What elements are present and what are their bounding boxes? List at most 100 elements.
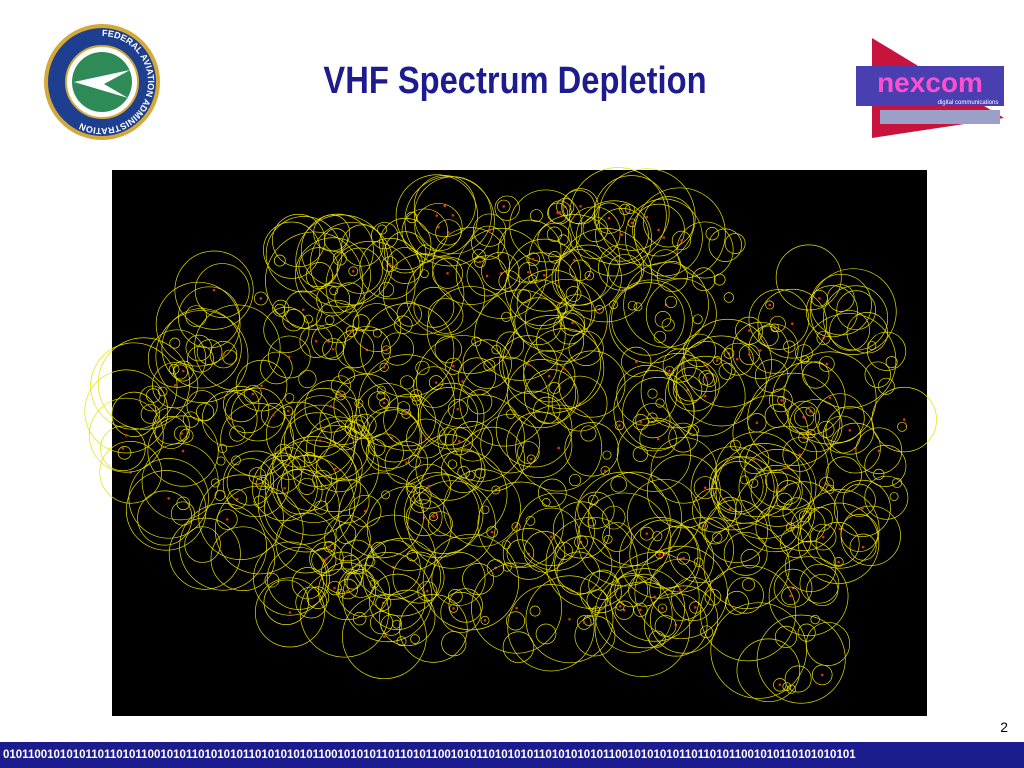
site-dot <box>679 588 682 591</box>
coverage-circle <box>557 227 653 323</box>
coverage-circle <box>428 511 439 522</box>
site-dot <box>704 376 708 380</box>
coverage-circle <box>580 425 597 442</box>
coverage-circle <box>395 174 478 257</box>
site-dot <box>547 374 551 378</box>
coverage-circle <box>718 362 736 380</box>
coverage-circle <box>557 294 596 332</box>
coverage-circle <box>515 404 603 492</box>
coverage-circle <box>282 309 305 332</box>
coverage-circle <box>265 216 343 293</box>
coverage-circle <box>864 444 907 487</box>
coverage-circle <box>344 571 362 590</box>
coverage-circle <box>227 489 248 510</box>
coverage-circle <box>574 535 588 549</box>
site-dot <box>435 513 439 517</box>
coverage-circle <box>607 254 643 289</box>
coverage-circle <box>885 356 898 369</box>
coverage-circle <box>562 188 599 225</box>
coverage-circle <box>314 500 329 515</box>
site-dot <box>121 447 125 450</box>
coverage-circle <box>406 550 418 562</box>
coverage-circle <box>825 484 835 494</box>
coverage-circle <box>536 316 585 365</box>
site-dot <box>755 421 759 425</box>
coverage-circle <box>157 386 168 397</box>
coverage-circle <box>654 311 672 328</box>
coverage-circle <box>616 417 691 492</box>
site-dot <box>668 369 671 373</box>
coverage-circle <box>506 358 577 429</box>
coverage-circle <box>675 335 767 427</box>
coverage-circle <box>443 469 521 547</box>
coverage-circle <box>491 344 502 355</box>
site-dot <box>125 433 128 437</box>
site-dot <box>286 409 290 413</box>
coverage-circle <box>867 340 877 350</box>
coverage-circle <box>381 256 398 272</box>
coverage-circle <box>273 254 286 267</box>
site-dot <box>694 606 697 609</box>
coverage-circle <box>569 167 667 265</box>
site-dot <box>488 228 491 232</box>
coverage-circle <box>336 247 383 294</box>
coverage-circle <box>498 270 520 292</box>
coverage-circle <box>594 575 673 654</box>
site-dot <box>579 205 582 208</box>
coverage-circle <box>877 377 895 395</box>
site-dot <box>776 486 779 490</box>
coverage-circle <box>365 433 404 472</box>
site-dot <box>549 535 553 539</box>
coverage-circle <box>815 393 865 443</box>
coverage-circle <box>525 575 614 664</box>
coverage-circle <box>406 211 418 224</box>
coverage-circle <box>711 456 779 524</box>
coverage-circle <box>822 285 889 351</box>
coverage-circle <box>452 421 493 462</box>
coverage-circle <box>426 286 515 374</box>
coverage-circle <box>97 337 191 430</box>
site-dot <box>634 360 638 364</box>
site-dot <box>271 413 275 417</box>
coverage-circle <box>406 256 486 336</box>
coverage-circle <box>643 196 695 248</box>
coverage-circle <box>417 581 438 602</box>
coverage-circle <box>758 325 779 347</box>
coverage-circle <box>736 638 801 703</box>
site-dot <box>556 211 559 215</box>
site-dot <box>747 329 751 332</box>
coverage-circle <box>379 362 389 372</box>
coverage-circle <box>264 439 361 536</box>
coverage-circle <box>377 224 388 235</box>
coverage-circle <box>174 250 254 330</box>
site-dot <box>451 213 455 217</box>
coverage-circle <box>598 168 696 266</box>
coverage-circle <box>502 562 512 572</box>
site-dot <box>331 347 335 351</box>
site-dot <box>630 221 634 225</box>
coverage-circle <box>411 396 422 406</box>
coverage-circle <box>744 425 829 511</box>
coverage-circle <box>811 664 833 686</box>
coverage-circle <box>774 625 798 649</box>
coverage-circle <box>559 310 586 336</box>
coverage-circle <box>614 600 634 620</box>
coverage-circle <box>474 256 486 268</box>
coverage-circle <box>538 478 567 508</box>
coverage-circle <box>360 407 423 469</box>
site-dot <box>753 457 756 461</box>
coverage-circle <box>787 400 820 434</box>
coverage-circle <box>810 268 897 355</box>
site-dot <box>557 446 560 450</box>
coverage-circle <box>782 682 792 691</box>
coverage-circle <box>755 505 799 549</box>
site-dot <box>425 589 429 593</box>
coverage-circle <box>579 571 622 614</box>
coverage-circle <box>263 306 310 353</box>
site-dot <box>405 461 408 464</box>
coverage-circle <box>369 579 379 589</box>
coverage-circle <box>494 195 520 221</box>
coverage-circle <box>797 623 816 642</box>
coverage-circle <box>291 567 324 600</box>
coverage-circle <box>855 427 903 474</box>
